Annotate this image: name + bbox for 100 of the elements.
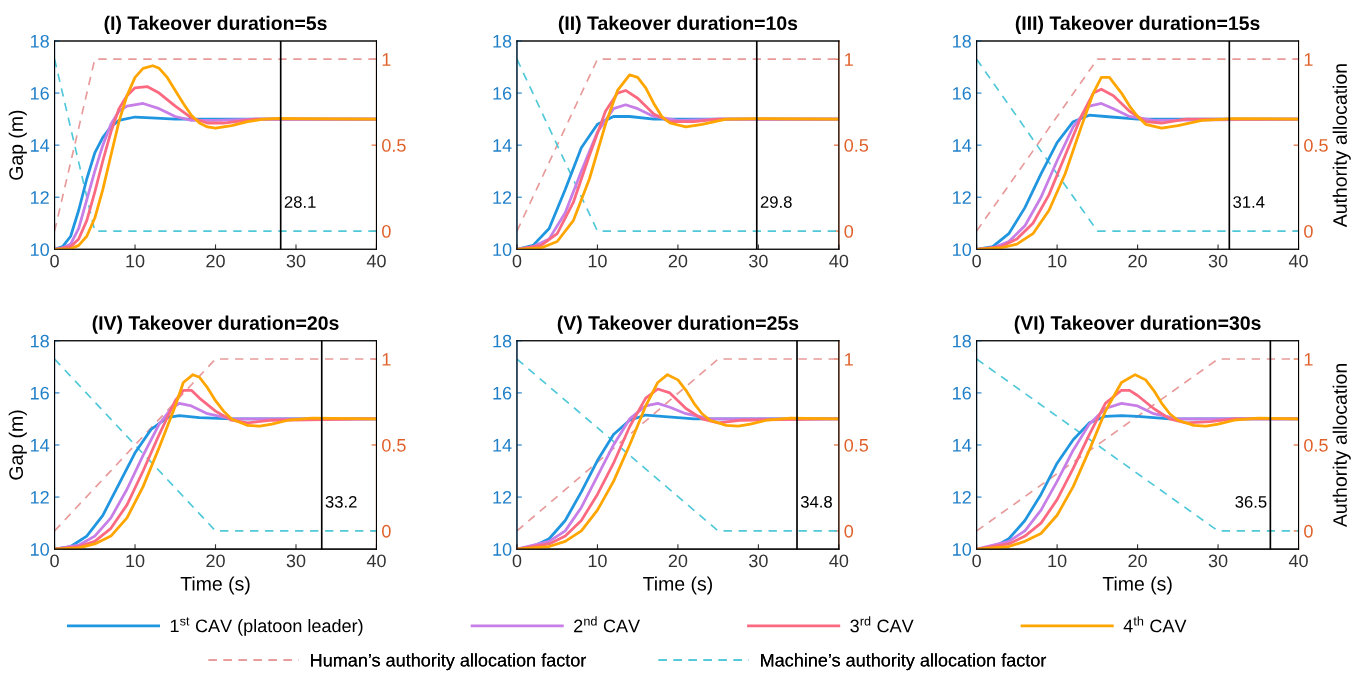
x-tick-label: 10	[126, 254, 145, 268]
legend-label: 1$^{st}$ CAV (platoon leader)	[170, 617, 363, 636]
x-tick-label: 30	[1208, 254, 1228, 268]
x-tick-label: 20	[668, 254, 688, 268]
y2-tick-label: 0.5	[1304, 438, 1328, 452]
chart-title: (II) Takeover duration=10s	[558, 15, 798, 34]
y-tick-label: 12	[30, 490, 49, 504]
y-tick-label: 18	[30, 334, 49, 348]
y-tick-label: 14	[953, 439, 972, 452]
x-tick-label: 40	[1288, 554, 1308, 568]
chart-title: (V) Takeover duration=25s	[557, 315, 799, 334]
y-tick-label: 18	[493, 334, 512, 348]
y2-tick-label: 0	[1304, 225, 1313, 238]
y2-tick-label: 0.5	[382, 438, 406, 452]
chart-title: (III) Takeover duration=15s	[1015, 15, 1260, 34]
x-tick-label: 40	[1288, 254, 1308, 268]
x-tick-label: 30	[1208, 554, 1228, 568]
y-tick-label: 14	[953, 139, 972, 152]
legend-label: 3$^{rd}$ CAV	[850, 616, 914, 633]
y2-axis-title: Authority allocation	[1332, 64, 1351, 228]
y2-tick-label: 1	[1304, 53, 1313, 66]
x-tick-label: 30	[286, 254, 306, 268]
y2-tick-label: 0.5	[844, 438, 869, 452]
x-axis-title: Time (s)	[180, 576, 250, 595]
y-tick-label: 16	[953, 386, 971, 400]
x-tick-label: 10	[588, 554, 607, 568]
ref-line-label: 29.8	[760, 196, 792, 208]
legend-label: Machine’s authority allocation factor	[761, 653, 1047, 671]
x-tick-label: 40	[366, 554, 386, 568]
x-tick-label: 10	[1048, 254, 1067, 268]
ref-line-label: 34.8	[800, 495, 832, 508]
legend-label: 2$^{nd}$ CAV	[574, 616, 640, 633]
x-tick-label: 20	[1128, 554, 1147, 568]
y-tick-label: 14	[30, 139, 50, 152]
ref-line-label: 28.1	[284, 196, 316, 208]
y-tick-label: 12	[30, 191, 49, 204]
x-tick-label: 10	[1048, 554, 1067, 568]
x-tick-label: 40	[829, 554, 849, 568]
x-tick-label: 20	[206, 254, 225, 268]
legend-label: Human’s authority allocation factor	[311, 653, 587, 671]
y-tick-label: 16	[30, 86, 49, 100]
y-tick-label: 10	[953, 243, 972, 257]
y-tick-label: 10	[30, 243, 49, 257]
y-tick-label: 18	[953, 34, 971, 48]
y2-tick-label: 1	[845, 353, 853, 366]
y-tick-label: 14	[493, 439, 512, 452]
y2-tick-label: 1	[845, 53, 853, 66]
y2-axis-title: Authority allocation	[1332, 364, 1351, 528]
x-tick-label: 0	[512, 554, 522, 568]
y-tick-label: 12	[493, 191, 512, 204]
ref-line-label: 31.4	[1233, 196, 1265, 208]
x-tick-label: 0	[50, 254, 59, 268]
y-tick-label: 10	[953, 543, 972, 556]
x-tick-label: 0	[972, 254, 981, 268]
x-tick-label: 0	[972, 554, 981, 568]
y-tick-label: 12	[953, 191, 971, 204]
y-tick-label: 12	[493, 490, 512, 504]
ref-line-label: 33.2	[325, 495, 357, 508]
y-tick-label: 10	[493, 543, 512, 556]
y-tick-label: 12	[953, 490, 971, 504]
x-tick-label: 20	[206, 554, 225, 568]
y2-tick-label: 0	[844, 524, 854, 538]
y2-tick-label: 0	[1304, 524, 1313, 538]
y2-tick-label: 0.5	[844, 139, 869, 152]
y-tick-label: 16	[30, 386, 49, 400]
y-tick-label: 10	[30, 543, 49, 556]
x-tick-label: 20	[668, 554, 688, 568]
y-tick-label: 16	[493, 86, 512, 100]
y-tick-label: 14	[30, 439, 50, 452]
x-axis-title: Time (s)	[643, 576, 712, 595]
ref-line-label: 36.5	[1235, 495, 1267, 508]
y-axis-title: Gap (m)	[8, 410, 27, 480]
y-tick-label: 18	[30, 34, 49, 48]
x-tick-label: 10	[126, 554, 145, 568]
y-axis-title: Gap (m)	[8, 110, 27, 180]
x-tick-label: 30	[286, 554, 306, 568]
y-tick-label: 10	[493, 243, 512, 257]
x-tick-label: 30	[749, 254, 768, 268]
y2-tick-label: 0.5	[382, 139, 406, 152]
y2-tick-label: 0	[844, 225, 854, 238]
y-tick-label: 16	[493, 386, 512, 400]
y2-tick-label: 1	[1304, 353, 1313, 366]
chart-title: (I) Takeover duration=5s	[104, 15, 327, 34]
y2-tick-label: 1	[382, 53, 391, 66]
y-tick-label: 14	[493, 139, 512, 152]
chart-title: (IV) Takeover duration=20s	[92, 315, 339, 334]
y-tick-label: 18	[953, 334, 971, 348]
chart-title: (VI) Takeover duration=30s	[1014, 315, 1261, 334]
x-tick-label: 20	[1128, 254, 1147, 268]
legend-label: 4$^{th}$ CAV	[1123, 616, 1187, 633]
x-tick-label: 40	[829, 254, 849, 268]
x-tick-label: 0	[512, 254, 522, 268]
x-tick-label: 0	[50, 554, 59, 568]
y-tick-label: 18	[493, 34, 512, 48]
x-axis-title: Time (s)	[1102, 576, 1172, 595]
y-tick-label: 16	[953, 86, 971, 100]
y2-tick-label: 0	[382, 524, 391, 538]
x-tick-label: 40	[366, 254, 386, 268]
y2-tick-label: 0.5	[1304, 139, 1328, 152]
x-tick-label: 30	[749, 554, 768, 568]
